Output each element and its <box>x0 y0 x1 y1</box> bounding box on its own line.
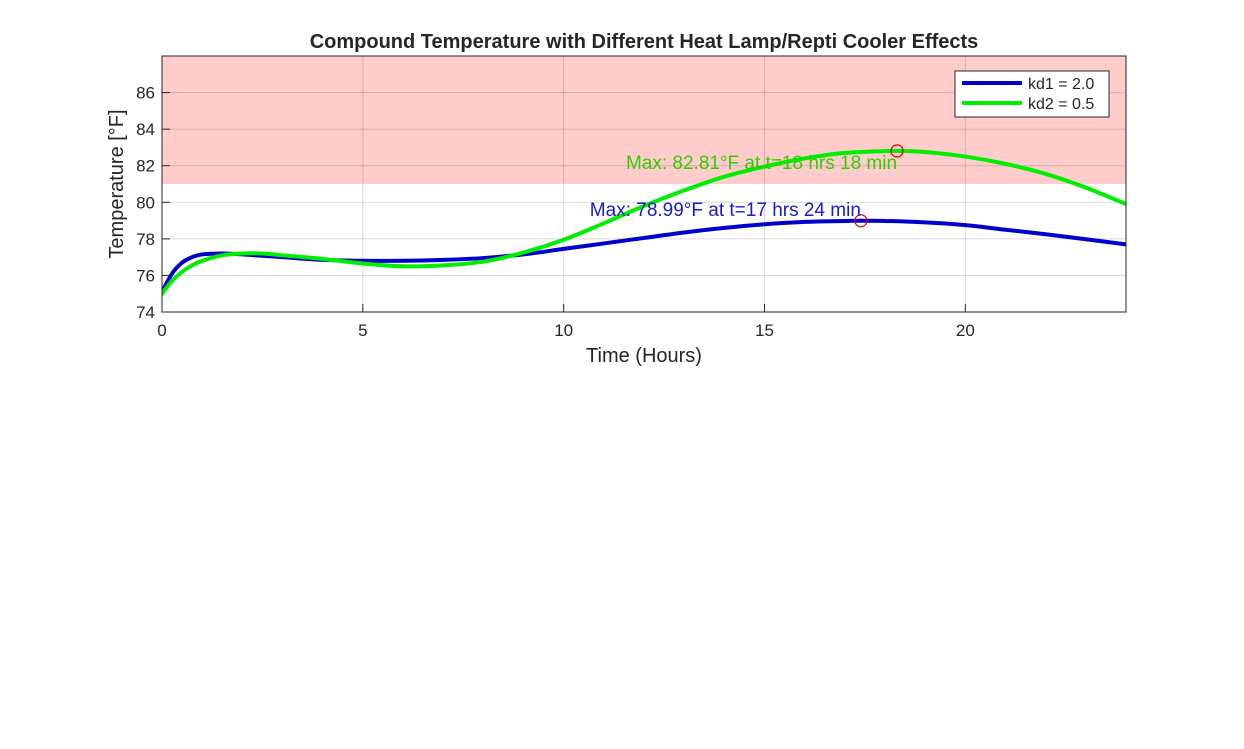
y-tick-label: 82 <box>136 157 155 176</box>
max-annotation-1: Max: 82.81°F at t=18 hrs 18 min <box>626 153 897 174</box>
x-tick-label: 15 <box>755 321 774 340</box>
y-tick-label: 78 <box>136 230 155 249</box>
legend-label-2: kd2 = 0.5 <box>1028 96 1094 113</box>
legend: kd1 = 2.0 kd2 = 0.5 <box>954 70 1110 118</box>
plot-frame <box>161 55 1127 313</box>
max-marker-2 <box>854 214 868 228</box>
max-marker-1 <box>890 144 904 158</box>
max-annotation-2: Max: 78.99°F at t=17 hrs 24 min <box>590 200 861 221</box>
y-tick-label: 76 <box>136 266 155 285</box>
y-tick-label: 84 <box>136 120 155 139</box>
y-tick-label: 74 <box>136 303 155 322</box>
y-axis-label: Temperature [°F] <box>106 109 128 258</box>
series-line-1 <box>162 218 1126 294</box>
series-line-2 <box>162 148 1126 296</box>
x-tick-label: 0 <box>157 321 166 340</box>
x-tick-label: 20 <box>956 321 975 340</box>
y-tick-label: 80 <box>136 193 155 212</box>
legend-box <box>954 70 1110 118</box>
x-tick-label: 5 <box>358 321 367 340</box>
legend-label-1: kd1 = 2.0 <box>1028 76 1094 93</box>
x-axis-label: Time (Hours) <box>586 345 702 367</box>
x-tick-label: 10 <box>554 321 573 340</box>
chart-title: Compound Temperature with Different Heat… <box>310 31 979 53</box>
y-tick-label: 86 <box>136 84 155 103</box>
